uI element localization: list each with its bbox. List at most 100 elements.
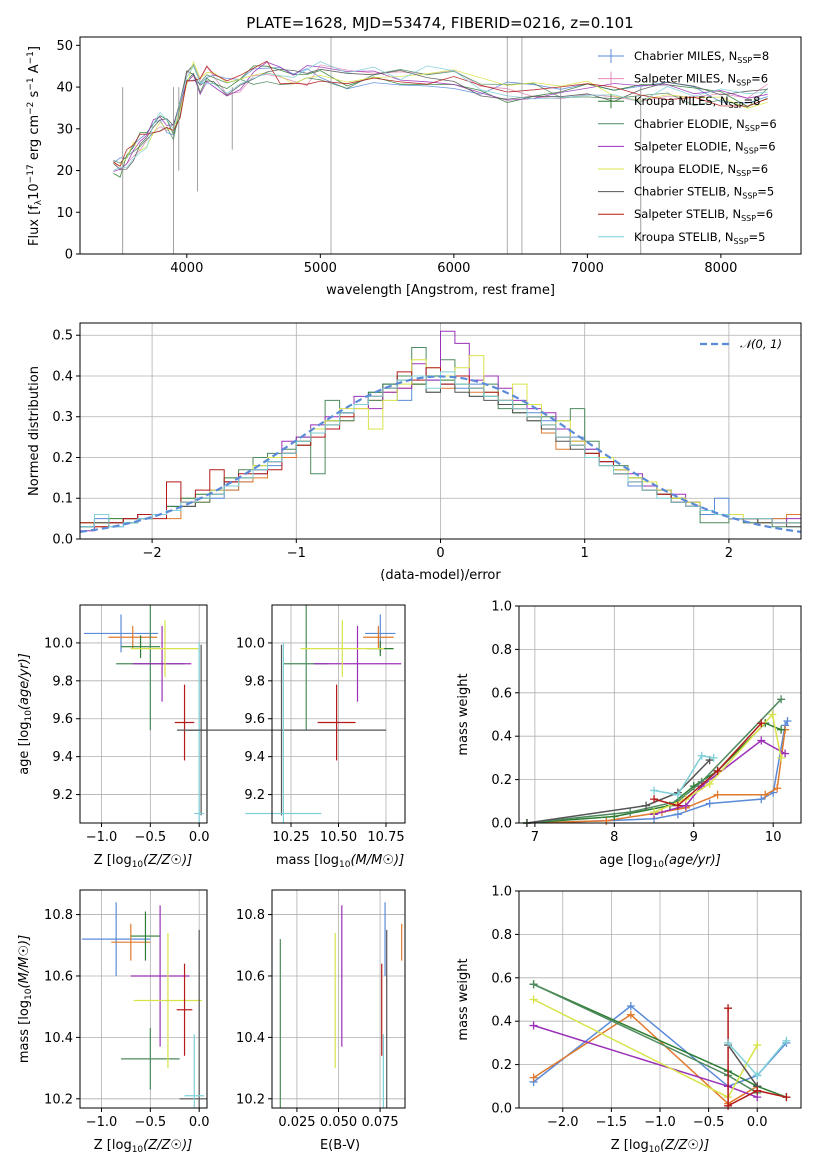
x-tick-label: −1 xyxy=(287,546,306,561)
x-tick-label: 7000 xyxy=(571,261,604,276)
legend-label: Salpeter ELODIE, NSSP=6 xyxy=(634,139,776,155)
y-tick-label: 10.2 xyxy=(236,1092,265,1107)
y-tick-label: 0.0 xyxy=(491,817,512,832)
x-tick-label: −0.5 xyxy=(135,830,167,845)
mass-weight-line xyxy=(533,983,758,1094)
data-point-marker xyxy=(757,795,766,804)
y-tick-label: 0 xyxy=(65,248,73,263)
x-tick-label: −2.0 xyxy=(547,1115,579,1130)
spectrum-line xyxy=(113,60,768,167)
y-tick-label: 0.4 xyxy=(491,1015,512,1030)
data-point-marker xyxy=(529,995,538,1004)
x-axis-label: Z [log10(Z/Z☉)] xyxy=(94,853,192,870)
y-tick-label: 10.6 xyxy=(44,969,73,984)
histogram-step xyxy=(79,371,801,528)
legend-label: Chabrier MILES, NSSP=8 xyxy=(634,49,769,65)
y-tick-label: 0.6 xyxy=(491,686,512,701)
data-point-marker xyxy=(713,790,722,799)
x-tick-label: 2 xyxy=(725,546,733,561)
y-tick-label: 9.4 xyxy=(244,750,265,765)
axes-frame xyxy=(79,889,208,1109)
y-tick-label: 0.1 xyxy=(52,492,73,507)
data-point-marker xyxy=(705,779,714,788)
data-point-marker xyxy=(626,1002,635,1011)
data-point-marker xyxy=(626,1010,635,1019)
data-point-marker xyxy=(781,749,790,758)
y-tick-label: 0.8 xyxy=(491,928,512,943)
y-axis-label: mass [log10(M/M☉)] xyxy=(17,935,34,1063)
x-tick-label: 0.0 xyxy=(189,830,210,845)
legend-label: Kroupa STELIB, NSSP=5 xyxy=(634,230,765,246)
data-point-marker xyxy=(673,790,682,799)
x-axis-label: Z [log10(Z/Z☉)] xyxy=(94,1138,192,1155)
y-tick-label: 0.8 xyxy=(491,643,512,658)
mass-vs-ebv-panel: 0.025 0.050 0.075 10.2 10.4 10.6 10.8 E(B-V) xyxy=(236,889,406,1153)
x-tick-label: 0.0 xyxy=(189,1115,210,1130)
data-point-marker xyxy=(777,725,786,734)
y-tick-label: 10.2 xyxy=(44,1092,73,1107)
y-tick-label: 10.8 xyxy=(236,908,265,923)
x-tick-label: −1.0 xyxy=(86,830,118,845)
mass-weight-line xyxy=(653,754,714,796)
mass-weight-vs-age-panel: 7 8 9 10 0.0 0.2 0.4 0.6 0.8 1.0 mass weight age [l… xyxy=(456,600,802,870)
data-point-marker xyxy=(529,1073,538,1082)
x-tick-label: 0.0 xyxy=(747,1115,768,1130)
data-point-marker xyxy=(777,695,786,704)
spectrum-line xyxy=(113,61,768,172)
x-tick-label: 0.050 xyxy=(320,1115,357,1130)
data-point-marker xyxy=(782,1036,791,1045)
legend-label: Chabrier ELODIE, NSSP=6 xyxy=(634,117,777,133)
x-tick-label: −1.0 xyxy=(86,1115,118,1130)
y-tick-label: 30 xyxy=(56,122,73,137)
y-tick-label: 0.2 xyxy=(491,773,512,788)
figure-title: PLATE=1628, MJD=53474, FIBERID=0216, z=0… xyxy=(246,14,633,32)
x-tick-label: 8000 xyxy=(704,261,737,276)
y-tick-label: 20 xyxy=(56,164,73,179)
data-point-marker xyxy=(650,808,659,817)
spectrum-panel: 4000 5000 6000 7000 8000 0 10 20 30 40 50 wavelengt… xyxy=(26,36,802,298)
data-point-marker xyxy=(783,717,792,726)
x-axis-label: (data-model)/error xyxy=(380,568,501,583)
x-tick-label: −0.5 xyxy=(693,1115,725,1130)
data-point-marker xyxy=(773,784,782,793)
mass-weight-line xyxy=(526,698,782,824)
x-tick-label: 5000 xyxy=(304,261,337,276)
data-point-marker xyxy=(673,810,682,819)
spectrum-line xyxy=(113,68,768,170)
x-tick-label: −1.5 xyxy=(596,1115,628,1130)
x-tick-label: 10 xyxy=(765,830,782,845)
y-tick-label: 9.8 xyxy=(244,674,265,689)
age-vs-metallicity-panel: −1.0 −0.5 0.0 9.2 9.4 9.6 9.8 10.0 Z [log10(Z/Z☉… xyxy=(17,604,210,870)
x-tick-label: 4000 xyxy=(170,261,203,276)
x-tick-label: 0.075 xyxy=(361,1115,398,1130)
legend-label: Chabrier STELIB, NSSP=5 xyxy=(634,185,774,201)
y-tick-label: 10.4 xyxy=(44,1031,73,1046)
y-tick-label: 1.0 xyxy=(491,885,512,900)
y-tick-label: 0.0 xyxy=(52,533,73,548)
mass-weight-line xyxy=(727,1008,787,1108)
x-tick-label: −2 xyxy=(143,546,162,561)
y-tick-label: 1.0 xyxy=(491,600,512,615)
y-tick-label: 0.5 xyxy=(52,329,73,344)
x-tick-label: 10.50 xyxy=(320,830,357,845)
x-tick-label: −1.0 xyxy=(644,1115,676,1130)
y-tick-label: 50 xyxy=(56,39,73,54)
y-tick-label: 10.4 xyxy=(236,1031,265,1046)
x-axis-label: mass [log10(M/M☉)] xyxy=(276,853,404,870)
x-tick-label: 8 xyxy=(610,830,618,845)
data-point-marker xyxy=(709,753,718,762)
data-point-marker xyxy=(777,753,786,762)
data-point-marker xyxy=(529,980,538,989)
data-point-marker xyxy=(782,1093,791,1102)
y-tick-label: 10 xyxy=(56,206,73,221)
y-tick-label: 0.2 xyxy=(491,1058,512,1073)
legend-label: Salpeter MILES, NSSP=6 xyxy=(634,72,768,88)
y-tick-label: 10.0 xyxy=(44,636,73,651)
data-point-marker xyxy=(705,799,714,808)
y-tick-label: 9.4 xyxy=(52,750,73,765)
data-point-marker xyxy=(753,1086,762,1095)
axes-frame xyxy=(79,604,208,824)
data-point-marker xyxy=(673,801,682,810)
y-tick-label: 0.6 xyxy=(491,971,512,986)
